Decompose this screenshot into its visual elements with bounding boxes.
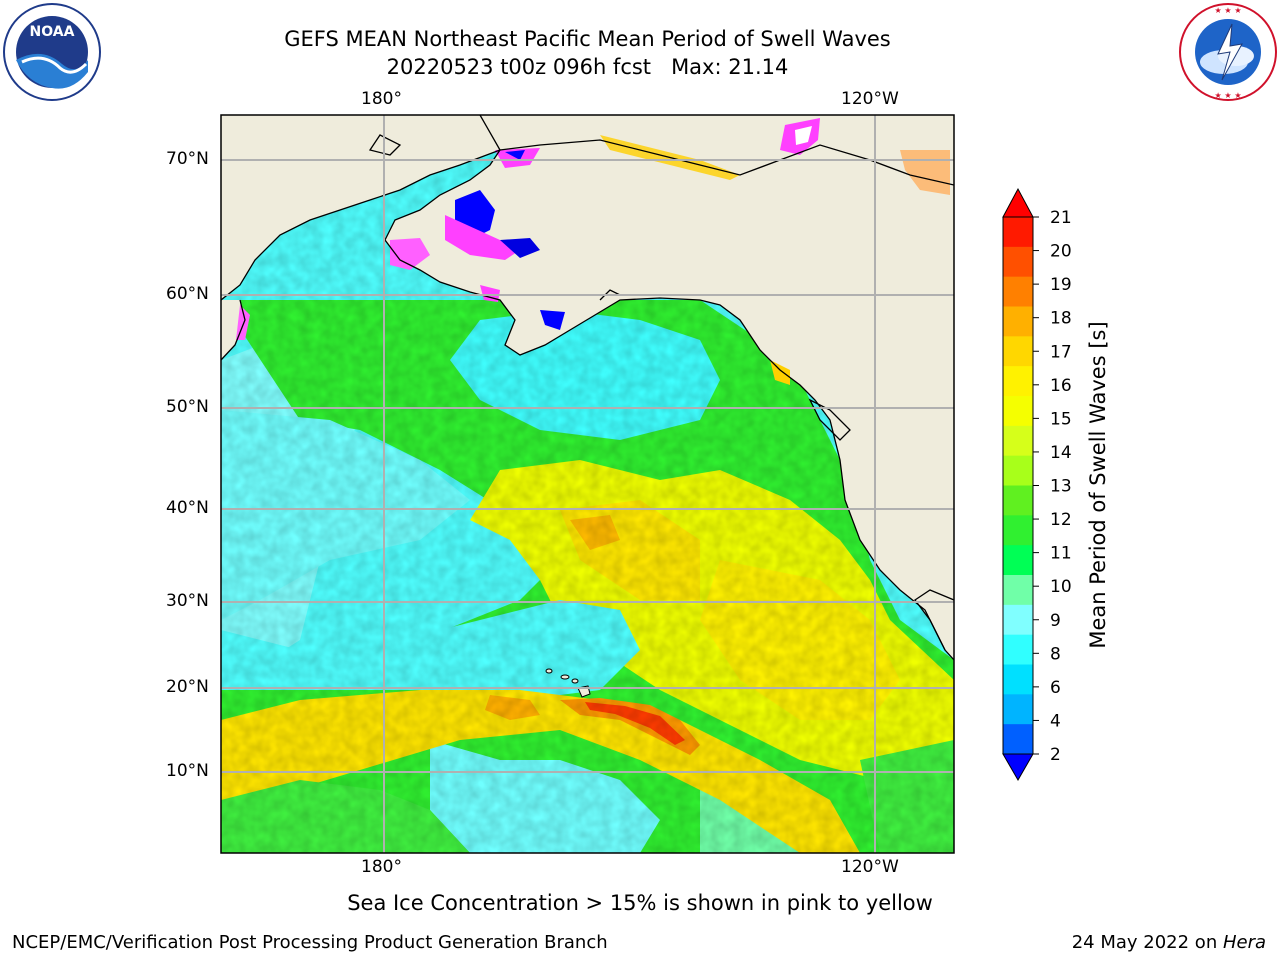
- noaa-logo: NOAA: [3, 3, 101, 101]
- lat-label-20n: 20°N: [166, 677, 209, 697]
- nws-logo: ★ ★ ★ ★ ★ ★: [1179, 3, 1277, 101]
- lon-label-top-120w: 120°W: [841, 89, 899, 109]
- colorbar-label: Mean Period of Swell Waves [s]: [1086, 321, 1110, 649]
- lon-label-top-180: 180°: [361, 89, 402, 109]
- lat-label-50n: 50°N: [166, 397, 209, 417]
- lon-label-bottom-120w: 120°W: [841, 857, 899, 877]
- footer-date: 24 May 2022 on: [1071, 932, 1223, 953]
- svg-text:★ ★ ★: ★ ★ ★: [1214, 91, 1241, 100]
- land-asia: [221, 115, 500, 300]
- sea-ice-note-text: Sea Ice Concentration > 15% is shown in …: [347, 891, 933, 915]
- footer-left: NCEP/EMC/Verification Post Processing Pr…: [12, 932, 608, 953]
- lat-label-60n: 60°N: [166, 284, 209, 304]
- lon-label-bottom-180: 180°: [361, 857, 402, 877]
- sea-ice-note: Sea Ice Concentration > 15% is shown in …: [0, 891, 1280, 915]
- graticule: [221, 115, 954, 853]
- svg-text:★ ★ ★: ★ ★ ★: [1214, 6, 1241, 15]
- chart-subtitle: 20220523 t00z 096h fcst Max: 21.14: [386, 55, 789, 79]
- footer-right: 24 May 2022 on Hera: [1072, 932, 1266, 953]
- noaa-logo-text: NOAA: [30, 24, 75, 40]
- lat-label-70n: 70°N: [166, 149, 209, 169]
- lat-label-30n: 30°N: [166, 591, 209, 611]
- lat-label-10n: 10°N: [166, 761, 209, 781]
- map-frame: [220, 114, 955, 854]
- footer-host: Hera: [1222, 932, 1266, 953]
- lat-label-40n: 40°N: [166, 498, 209, 518]
- chart-title: GEFS MEAN Northeast Pacific Mean Period …: [284, 27, 891, 51]
